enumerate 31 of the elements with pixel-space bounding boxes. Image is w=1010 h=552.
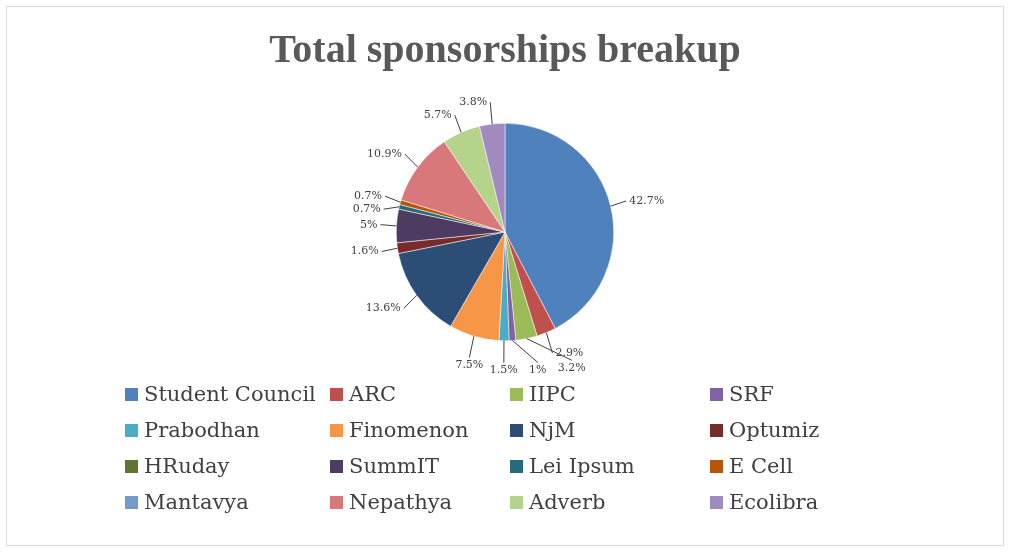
data-label: 5.7%	[423, 108, 452, 122]
legend-label: Ecolibra	[729, 490, 819, 514]
data-label: 42.7%	[629, 193, 665, 207]
data-label: 0.7%	[352, 202, 381, 216]
data-label: 0.7%	[354, 189, 383, 203]
legend-label: SummIT	[349, 454, 440, 478]
legend-label: Lei Ipsum	[529, 454, 635, 478]
chart-title: Total sponsorships breakup	[268, 25, 742, 72]
data-label: 2.9%	[555, 345, 584, 359]
data-label: 3.2%	[557, 360, 586, 374]
legend-label: Optumiz	[729, 418, 820, 442]
legend-label: Adverb	[529, 490, 606, 514]
legend-label: Prabodhan	[144, 418, 260, 442]
legend-label: E Cell	[729, 454, 793, 478]
legend-label: HRuday	[144, 454, 230, 478]
data-label: 13.6%	[365, 301, 401, 315]
data-label: 1.6%	[350, 244, 379, 258]
data-label: 10.9%	[366, 146, 402, 160]
data-label: 7.5%	[455, 357, 484, 371]
data-label: 3.8%	[459, 95, 488, 109]
data-label: 1.5%	[489, 363, 518, 377]
legend-label: Student Council	[144, 382, 316, 406]
legend-label: Finomenon	[349, 418, 469, 442]
data-label: 5%	[359, 217, 378, 231]
legend-label: ARC	[349, 382, 397, 406]
legend-label: NjM	[529, 418, 576, 442]
legend-label: SRF	[729, 382, 774, 406]
legend-label: Mantavya	[144, 490, 249, 514]
legend-label: Nepathya	[349, 490, 453, 514]
legend-label: IIPC	[529, 382, 576, 406]
data-label: 1%	[529, 362, 547, 376]
